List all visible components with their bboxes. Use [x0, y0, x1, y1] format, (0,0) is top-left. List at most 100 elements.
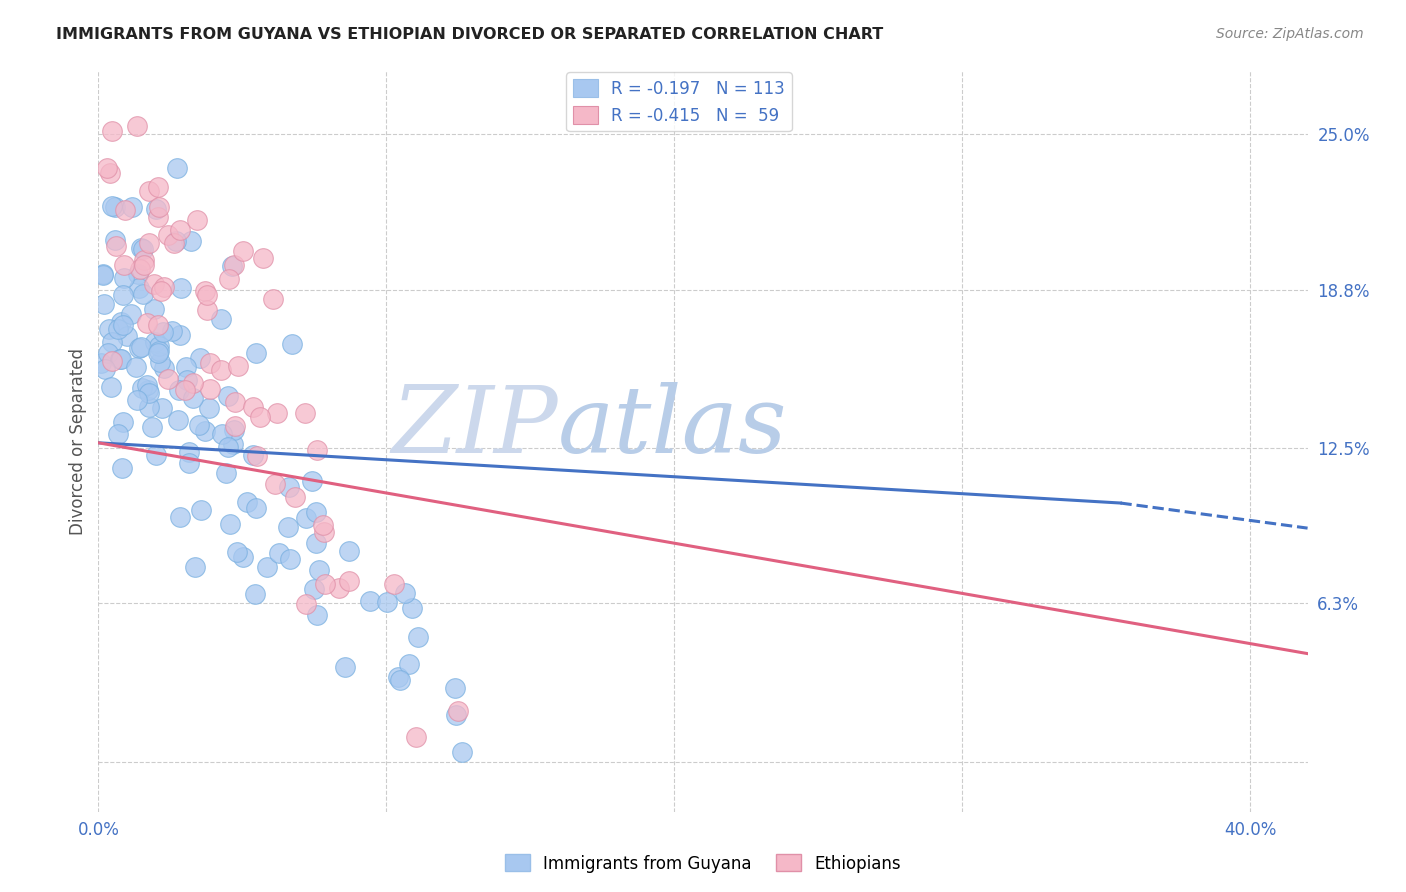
Point	[174, 359, 197, 374]
Point	[148, 210, 170, 224]
Point	[112, 318, 135, 333]
Point	[143, 302, 166, 317]
Point	[249, 409, 271, 424]
Point	[138, 184, 160, 198]
Point	[226, 545, 249, 559]
Point	[190, 503, 212, 517]
Point	[148, 355, 170, 369]
Point	[138, 386, 160, 401]
Text: atlas: atlas	[558, 382, 787, 472]
Point	[312, 517, 335, 532]
Point	[181, 391, 204, 405]
Point	[305, 505, 328, 519]
Point	[97, 322, 120, 336]
Point	[180, 234, 202, 248]
Point	[120, 307, 142, 321]
Point	[124, 359, 146, 374]
Point	[152, 325, 174, 339]
Point	[305, 607, 328, 622]
Point	[209, 363, 232, 377]
Point	[226, 359, 249, 374]
Point	[148, 343, 170, 358]
Point	[195, 303, 218, 318]
Point	[302, 582, 325, 596]
Point	[337, 574, 360, 588]
Point	[90, 355, 112, 369]
Point	[177, 456, 200, 470]
Point	[256, 559, 278, 574]
Point	[281, 337, 304, 351]
Point	[129, 241, 152, 255]
Point	[308, 563, 330, 577]
Point	[217, 389, 239, 403]
Point	[394, 586, 416, 600]
Point	[447, 704, 470, 718]
Point	[382, 577, 405, 591]
Point	[224, 395, 246, 409]
Point	[138, 401, 160, 415]
Point	[301, 474, 323, 488]
Point	[406, 630, 429, 644]
Point	[91, 268, 114, 283]
Point	[181, 376, 204, 391]
Point	[157, 372, 180, 386]
Point	[153, 360, 176, 375]
Point	[132, 252, 155, 267]
Point	[224, 258, 246, 272]
Point	[112, 258, 135, 272]
Point	[132, 258, 155, 272]
Point	[211, 427, 233, 442]
Point	[307, 442, 329, 457]
Point	[110, 315, 132, 329]
Point	[93, 297, 115, 311]
Point	[198, 401, 221, 415]
Point	[117, 329, 139, 343]
Point	[91, 267, 114, 281]
Point	[131, 340, 153, 354]
Point	[232, 244, 254, 258]
Point	[263, 477, 285, 491]
Text: IMMIGRANTS FROM GUYANA VS ETHIOPIAN DIVORCED OR SEPARATED CORRELATION CHART: IMMIGRANTS FROM GUYANA VS ETHIOPIAN DIVO…	[56, 27, 883, 42]
Point	[97, 345, 120, 359]
Point	[112, 271, 135, 285]
Point	[252, 251, 274, 265]
Point	[278, 480, 301, 494]
Point	[107, 427, 129, 442]
Point	[135, 317, 157, 331]
Point	[218, 272, 240, 286]
Point	[245, 501, 267, 516]
Point	[221, 437, 243, 451]
Point	[148, 318, 170, 333]
Point	[266, 406, 288, 420]
Point	[165, 235, 187, 249]
Point	[176, 373, 198, 387]
Point	[295, 511, 318, 525]
Point	[138, 384, 160, 398]
Point	[198, 355, 221, 369]
Text: ZIP: ZIP	[391, 382, 558, 472]
Point	[188, 351, 211, 365]
Y-axis label: Divorced or Separated: Divorced or Separated	[69, 348, 87, 535]
Point	[157, 227, 180, 242]
Point	[232, 549, 254, 564]
Point	[167, 383, 190, 397]
Point	[314, 577, 336, 591]
Point	[184, 559, 207, 574]
Point	[128, 261, 150, 276]
Point	[387, 670, 409, 684]
Point	[132, 286, 155, 301]
Point	[111, 461, 134, 475]
Point	[312, 525, 335, 540]
Point	[128, 281, 150, 295]
Point	[100, 380, 122, 394]
Point	[186, 213, 208, 227]
Point	[221, 259, 243, 273]
Point	[359, 593, 381, 607]
Point	[236, 494, 259, 508]
Point	[121, 200, 143, 214]
Point	[110, 351, 132, 366]
Point	[143, 334, 166, 349]
Point	[127, 119, 149, 133]
Point	[195, 287, 218, 301]
Point	[132, 243, 155, 257]
